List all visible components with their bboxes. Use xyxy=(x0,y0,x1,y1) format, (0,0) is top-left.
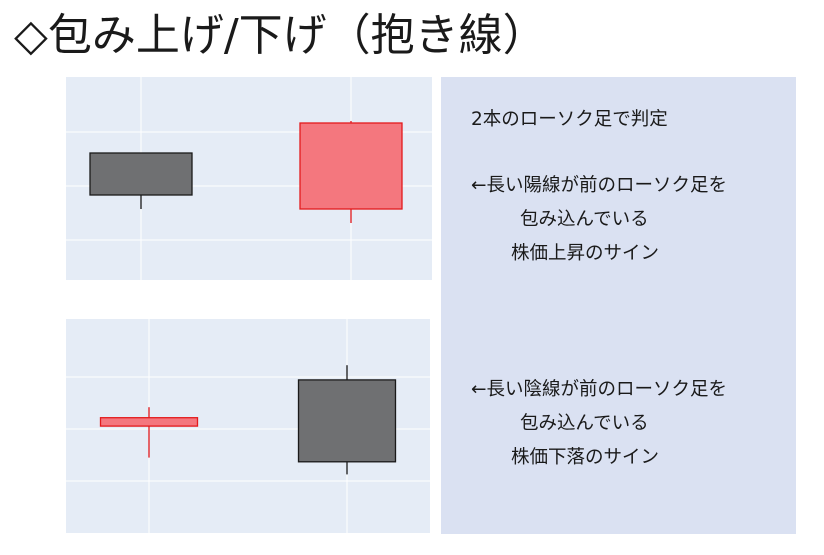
bearish-candle-body xyxy=(89,152,193,196)
engulfing-up-line2: 包み込んでいる xyxy=(520,209,649,230)
engulfing-up-line1: ←長い陽線が前のローソク足を xyxy=(471,175,728,196)
bullish-engulfing-chart xyxy=(66,77,432,280)
engulfing-down-line3: 株価下落のサイン xyxy=(511,447,660,468)
page-title: ◇包み上げ/下げ（抱き線） xyxy=(14,10,547,61)
engulfing-down-line2: 包み込んでいる xyxy=(520,413,649,434)
explanation-panel: 2本のローソク足で判定 ←長い陽線が前のローソク足を 包み込んでいる 株価上昇の… xyxy=(441,77,796,534)
bearish-engulfing-chart xyxy=(66,319,430,533)
bearish-candle-body xyxy=(297,379,397,463)
bullish-candle-body xyxy=(299,122,403,210)
bearish-engulfing-plot xyxy=(66,319,430,533)
panel-heading: 2本のローソク足で判定 xyxy=(471,109,668,130)
bullish-candle-body xyxy=(99,417,199,427)
bullish-engulfing-plot xyxy=(66,77,432,280)
engulfing-up-line3: 株価上昇のサイン xyxy=(511,243,660,264)
engulfing-down-line1: ←長い陰線が前のローソク足を xyxy=(471,379,728,400)
